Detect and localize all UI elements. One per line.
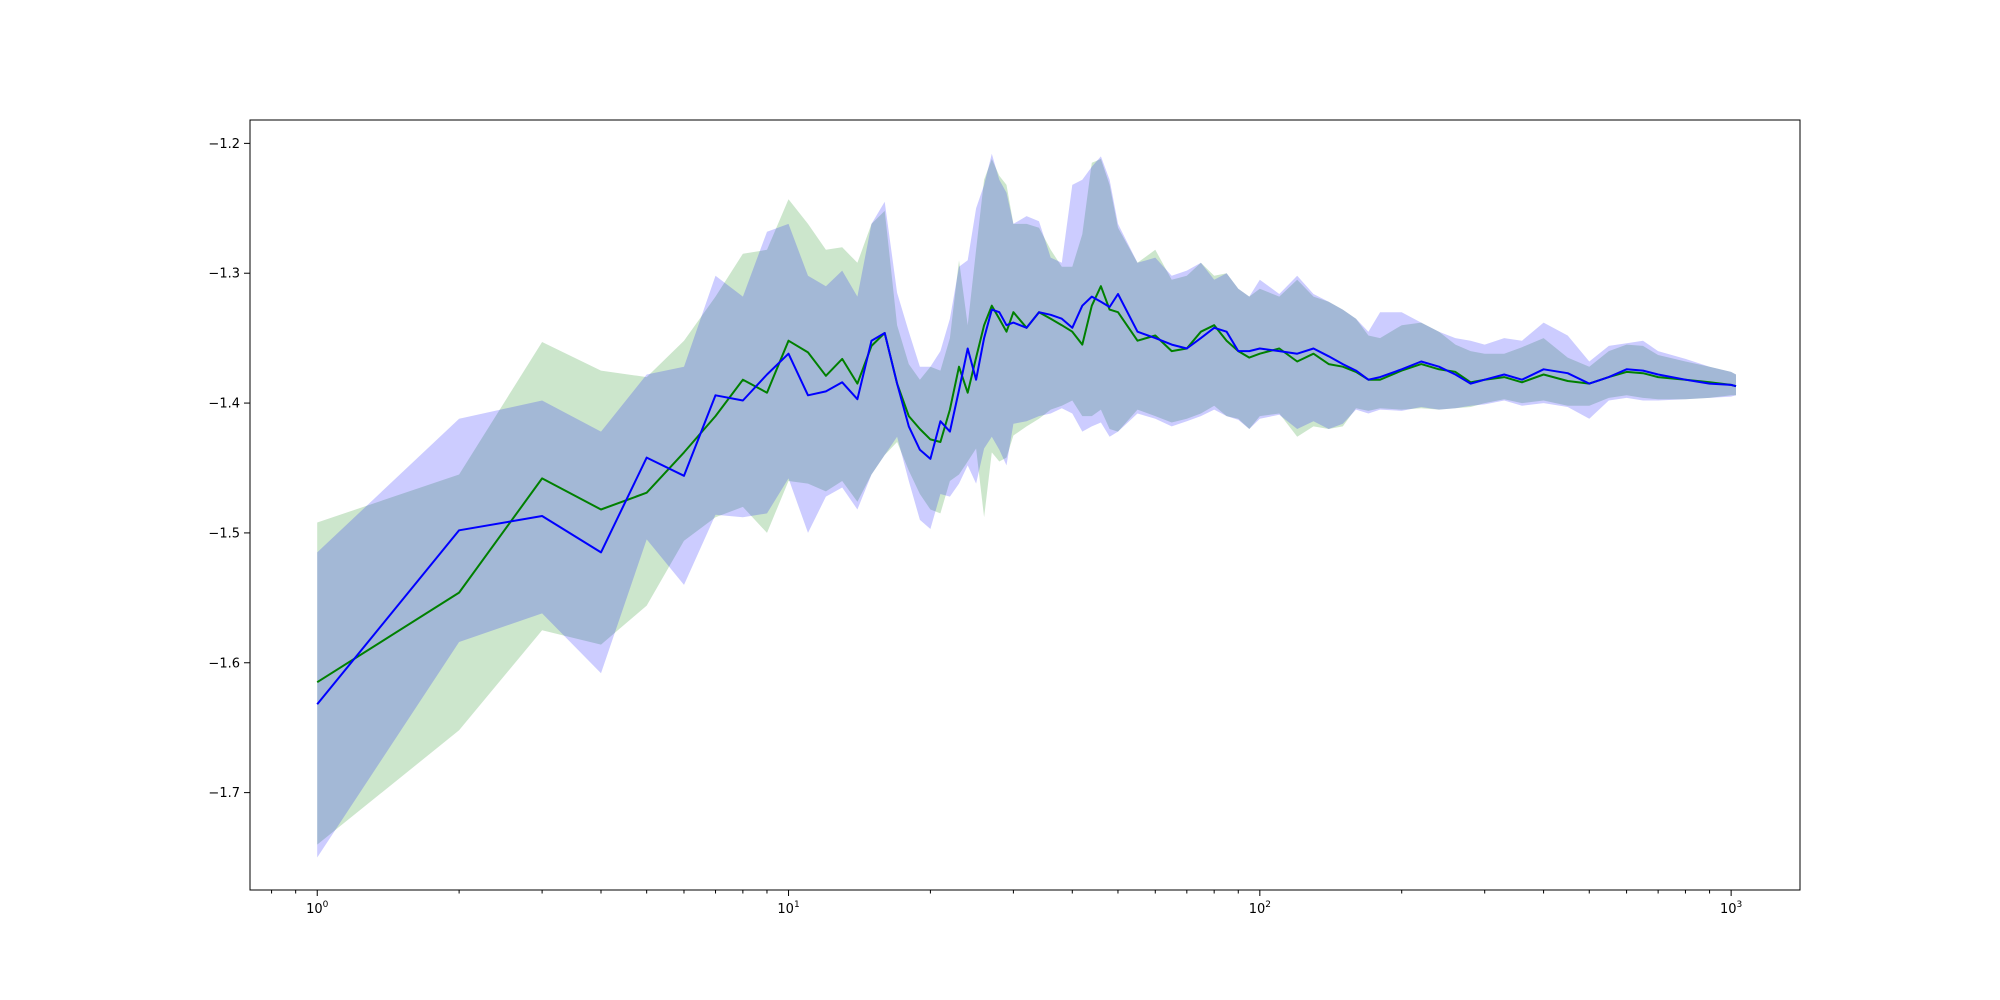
x-tick-label: 102 xyxy=(1249,900,1271,917)
y-tick-label: −1.2 xyxy=(208,137,240,152)
x-axis: 100 101 102 103 xyxy=(271,890,1742,917)
series-1-band xyxy=(317,159,1737,845)
y-tick-label: −1.6 xyxy=(208,656,240,671)
series-layer xyxy=(316,153,1737,858)
series-2-line xyxy=(316,293,1737,705)
y-tick-label: −1.5 xyxy=(208,526,240,541)
y-tick-label: −1.7 xyxy=(208,786,240,801)
plot-area xyxy=(316,153,1737,858)
series-2-band xyxy=(317,153,1737,858)
x-tick-label: 100 xyxy=(306,900,329,917)
axes-frame xyxy=(249,119,1801,891)
y-tick-label: −1.4 xyxy=(208,397,240,412)
y-axis: −1.2 −1.3 −1.4 −1.5 −1.6 −1.7 xyxy=(208,137,250,801)
x-tick-label: 103 xyxy=(1720,900,1742,917)
y-tick-label: −1.3 xyxy=(208,267,240,282)
x-tick-label: 101 xyxy=(777,900,799,917)
